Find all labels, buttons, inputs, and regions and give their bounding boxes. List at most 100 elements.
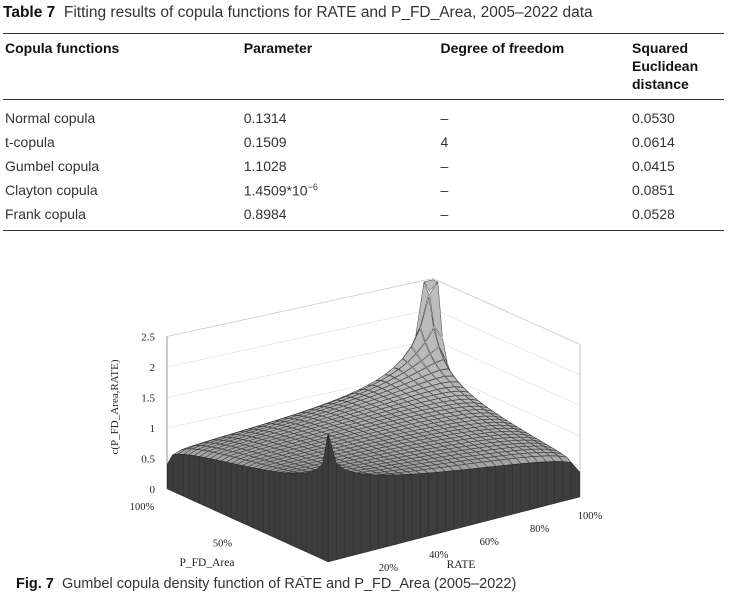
surface-cell [422, 408, 437, 414]
surface-cell [463, 413, 478, 418]
surface-cell [456, 402, 471, 408]
surface-cell [444, 375, 459, 383]
surface-cell [421, 353, 435, 368]
surface-cell [382, 413, 397, 419]
surface-cell [410, 439, 426, 445]
surface-cell [433, 456, 448, 461]
surface-cell [321, 429, 336, 435]
surface-cell [395, 384, 410, 391]
row-sed: 0.0851 [632, 182, 675, 198]
surface-cell [428, 389, 443, 396]
surface-cell [436, 435, 451, 440]
surface-cell [514, 449, 529, 454]
table-label: Table 7 [3, 4, 56, 21]
surface-cell [438, 396, 453, 402]
surface-cell [412, 402, 427, 408]
results-table: Copula functions Parameter Degree of fre… [3, 33, 724, 231]
surface-cell [418, 381, 433, 389]
surface-cell [399, 376, 414, 385]
surface-cell [373, 388, 388, 395]
row-sed: 0.0415 [632, 158, 675, 174]
surface-cell [387, 451, 402, 456]
surface-cell [349, 445, 364, 451]
z-tick-label: 2 [150, 362, 156, 374]
surface-cell [405, 390, 420, 397]
surface-cell [382, 384, 397, 391]
surface-cell [449, 411, 464, 416]
surface-cell [478, 446, 493, 451]
surface-cell [412, 446, 427, 451]
param-base: 1.4509*10 [243, 182, 308, 199]
surface-cell [430, 406, 445, 412]
surface-cell [497, 451, 512, 456]
surface-cell [414, 435, 429, 441]
surface-cell [421, 444, 436, 450]
surface-cell [412, 360, 427, 373]
surface-cell [403, 404, 418, 410]
z-tick-label: 0.5 [141, 454, 155, 466]
surface-cell [451, 461, 466, 466]
row-dof: – [438, 202, 630, 231]
table-row: Gumbel copula 1.1028 – 0.0415 [3, 154, 724, 178]
surface-cell [414, 388, 429, 395]
surface-cell [457, 428, 472, 433]
surface-cell [440, 381, 455, 388]
surface-cell [345, 433, 361, 438]
surface-cell [376, 429, 392, 435]
surface-cell [474, 426, 489, 431]
surface-cell [450, 418, 465, 423]
surface-cell [378, 452, 393, 458]
surface-cell [460, 442, 475, 447]
surface-cell [393, 358, 408, 370]
surface-cell [300, 454, 316, 459]
surface-cell [394, 406, 409, 412]
surface-cell [477, 457, 492, 463]
surface-cell [368, 386, 383, 393]
surface-cell [422, 451, 438, 456]
surface-cell [480, 453, 495, 458]
header-degree-of-freedom: Degree of freedom [438, 33, 630, 100]
surface-cell [392, 390, 407, 397]
row-dof: – [440, 182, 449, 198]
surface-cell [411, 456, 426, 462]
surface-cell [401, 416, 416, 422]
surface-cell [443, 462, 458, 467]
surface-cell [377, 411, 392, 417]
surface-cell [390, 463, 406, 468]
row-sed: 0.0614 [632, 134, 675, 150]
surface-cell [447, 395, 461, 401]
surface-cell [408, 407, 423, 413]
surface-cell [337, 451, 352, 457]
surface-cell [366, 424, 381, 430]
row-parameter: 0.8984 [241, 202, 439, 231]
y-axis-label: P_FD_Area [180, 557, 235, 569]
surface-cell [298, 448, 314, 453]
surface-cell [460, 459, 475, 465]
surface-cell [452, 425, 467, 430]
surface-cell [400, 387, 415, 394]
surface-cell [423, 385, 438, 392]
surface-cell [443, 426, 458, 432]
surface-cell [434, 446, 450, 451]
surface-cell [439, 405, 454, 410]
header-parameter: Parameter [241, 33, 439, 100]
header-squared-euclidean-distance: Squared Euclidean distance [630, 33, 724, 100]
surface-cell [435, 463, 450, 468]
surface-cell [370, 420, 385, 426]
surface-cell [409, 414, 424, 420]
surface-cell [407, 353, 422, 368]
surface-cell [407, 399, 422, 405]
surface-cell [409, 433, 424, 438]
param-exponent: −6 [307, 181, 318, 192]
surface-cell [427, 378, 442, 386]
surface-cell [482, 425, 498, 430]
table-body: Normal copula 0.1314 – 0.0530 t-copula 0… [3, 100, 724, 231]
surface-cell [450, 436, 465, 441]
surface-cell [404, 430, 419, 436]
row-parameter: 0.1509 [243, 134, 287, 150]
surface-cell [361, 422, 376, 428]
y-tick-label: 100% [130, 502, 155, 513]
surface-cell [492, 448, 507, 453]
surface-cell [451, 399, 467, 404]
row-name: t-copula [5, 134, 55, 150]
